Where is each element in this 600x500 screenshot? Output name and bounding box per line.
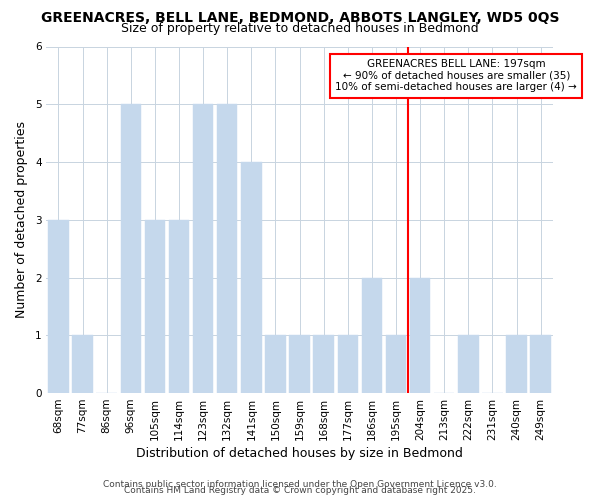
Bar — [410, 278, 430, 393]
Text: Contains public sector information licensed under the Open Government Licence v3: Contains public sector information licen… — [103, 480, 497, 489]
Bar — [241, 162, 262, 393]
Text: GREENACRES, BELL LANE, BEDMOND, ABBOTS LANGLEY, WD5 0QS: GREENACRES, BELL LANE, BEDMOND, ABBOTS L… — [41, 11, 559, 25]
Bar — [121, 104, 141, 393]
Bar — [169, 220, 189, 393]
Bar — [145, 220, 165, 393]
Bar — [530, 336, 551, 393]
Text: Contains HM Land Registry data © Crown copyright and database right 2025.: Contains HM Land Registry data © Crown c… — [124, 486, 476, 495]
Bar — [265, 336, 286, 393]
Text: GREENACRES BELL LANE: 197sqm
← 90% of detached houses are smaller (35)
10% of se: GREENACRES BELL LANE: 197sqm ← 90% of de… — [335, 59, 577, 92]
Bar — [458, 336, 479, 393]
Bar — [289, 336, 310, 393]
Text: Size of property relative to detached houses in Bedmond: Size of property relative to detached ho… — [121, 22, 479, 35]
Bar — [338, 336, 358, 393]
Bar — [386, 336, 406, 393]
X-axis label: Distribution of detached houses by size in Bedmond: Distribution of detached houses by size … — [136, 447, 463, 460]
Bar — [313, 336, 334, 393]
Bar — [73, 336, 93, 393]
Y-axis label: Number of detached properties: Number of detached properties — [15, 122, 28, 318]
Bar — [362, 278, 382, 393]
Bar — [506, 336, 527, 393]
Bar — [193, 104, 214, 393]
Bar — [48, 220, 69, 393]
Bar — [217, 104, 238, 393]
